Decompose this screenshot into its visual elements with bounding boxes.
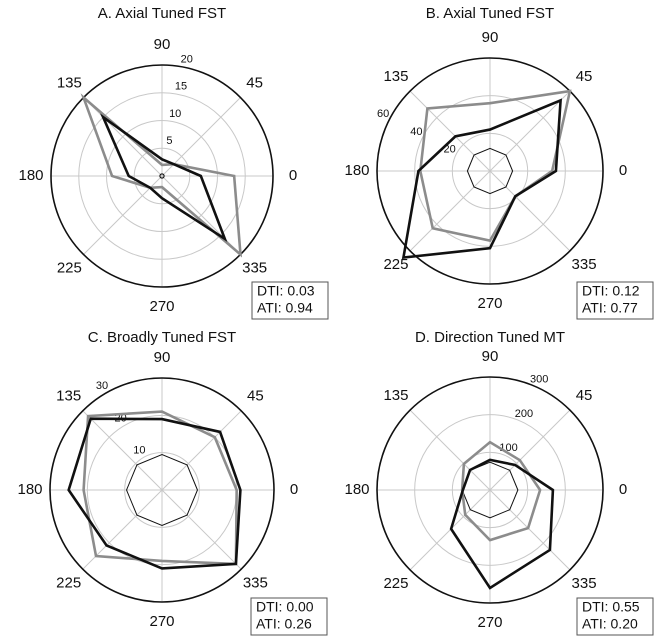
- stats-text: DTI: 0.55: [582, 599, 640, 615]
- r-tick-label: 10: [133, 445, 145, 457]
- angle-label: 45: [576, 387, 593, 404]
- panel-title: A. Axial Tuned FST: [98, 5, 226, 22]
- spoke: [409, 170, 491, 252]
- series-line: [67, 417, 242, 570]
- spoke: [161, 410, 242, 491]
- r-tick-label: 15: [175, 81, 187, 93]
- spoke: [409, 409, 491, 491]
- angle-label: 335: [242, 260, 267, 277]
- angle-label: 90: [482, 348, 499, 365]
- outer-ring: [376, 376, 604, 604]
- stats-text: DTI: 0.03: [257, 283, 315, 299]
- series-line: [460, 440, 542, 542]
- angle-label: 270: [149, 613, 174, 630]
- stats-text: ATI: 0.77: [582, 300, 638, 316]
- angle-label: 180: [344, 481, 369, 498]
- angle-label: 135: [383, 387, 408, 404]
- panel-title: C. Broadly Tuned FST: [88, 329, 236, 346]
- angle-label: 0: [619, 481, 627, 498]
- stats-text: DTI: 0.12: [582, 283, 640, 299]
- angle-label: 225: [383, 256, 408, 273]
- stats-text: ATI: 0.94: [257, 300, 313, 316]
- spoke: [489, 409, 571, 491]
- stats-box: [576, 281, 654, 320]
- grid-ring: [414, 414, 566, 566]
- grid-ring: [133, 147, 191, 205]
- spoke: [409, 90, 491, 172]
- angle-label: 0: [289, 167, 297, 184]
- r-tick-label: 40: [410, 126, 422, 138]
- angle-label: 180: [17, 481, 42, 498]
- angle-label: 225: [56, 574, 81, 591]
- angle-label: 270: [477, 295, 502, 312]
- angle-label: 225: [57, 260, 82, 277]
- angle-label: 135: [56, 388, 81, 405]
- spoke: [82, 410, 163, 491]
- r-tick-label: 60: [377, 108, 389, 120]
- spoke: [489, 170, 571, 252]
- angle-label: 0: [290, 481, 298, 498]
- grid-ring: [78, 92, 246, 260]
- spoke: [489, 489, 571, 571]
- stats-box: [251, 281, 329, 320]
- baseline: [466, 147, 514, 195]
- stats-box: [250, 597, 328, 636]
- stats-text: ATI: 0.26: [256, 616, 312, 632]
- grid-ring: [106, 120, 218, 232]
- angle-label: 90: [154, 36, 171, 53]
- angle-label: 335: [572, 256, 597, 273]
- grid-ring: [451, 132, 529, 210]
- angle-label: 0: [619, 162, 627, 179]
- r-tick-label: 20: [444, 143, 456, 155]
- r-tick-label: 5: [166, 135, 172, 147]
- series-line: [100, 113, 228, 243]
- spoke: [161, 489, 242, 570]
- angle-label: 270: [149, 298, 174, 315]
- outer-ring: [50, 64, 274, 288]
- stats-text: DTI: 0.00: [256, 599, 314, 615]
- r-tick-label: 300: [530, 373, 548, 385]
- angle-label: 45: [576, 68, 593, 85]
- spoke: [409, 489, 491, 571]
- angle-label: 335: [572, 575, 597, 592]
- baseline: [125, 453, 199, 527]
- r-tick-label: 200: [515, 408, 533, 420]
- outer-ring: [376, 57, 604, 285]
- angle-label: 335: [243, 574, 268, 591]
- angle-label: 45: [246, 74, 263, 91]
- series-line: [449, 458, 555, 590]
- panel-title: B. Axial Tuned FST: [426, 5, 554, 22]
- stats-box: [576, 597, 654, 636]
- grid-ring: [124, 452, 200, 528]
- r-tick-label: 10: [169, 108, 181, 120]
- series-line: [82, 410, 238, 566]
- angle-label: 90: [154, 349, 171, 366]
- grid-ring: [451, 451, 529, 529]
- angle-label: 90: [482, 29, 499, 46]
- angle-label: 135: [383, 68, 408, 85]
- angle-label: 135: [57, 74, 82, 91]
- angle-label: 180: [18, 167, 43, 184]
- spoke: [489, 90, 571, 172]
- outer-ring: [49, 377, 275, 603]
- angle-label: 270: [477, 614, 502, 631]
- stats-text: ATI: 0.20: [582, 616, 638, 632]
- r-tick-label: 20: [181, 54, 193, 66]
- baseline: [159, 173, 165, 179]
- angle-label: 180: [344, 162, 369, 179]
- series-line: [401, 98, 563, 260]
- r-tick-label: 30: [96, 380, 108, 392]
- angle-label: 225: [383, 575, 408, 592]
- panel-title: D. Direction Tuned MT: [415, 329, 565, 346]
- angle-label: 45: [247, 388, 264, 405]
